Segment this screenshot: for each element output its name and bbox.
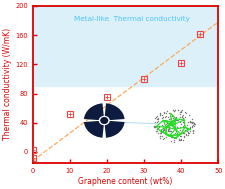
Wedge shape — [83, 103, 103, 120]
Bar — [33, 6, 217, 86]
Y-axis label: Thermal conductivity (W/mK): Thermal conductivity (W/mK) — [3, 28, 12, 140]
Text: Metal-like  Thermal conductivity: Metal-like Thermal conductivity — [73, 16, 189, 22]
X-axis label: Graphene content (wt%): Graphene content (wt%) — [78, 177, 172, 186]
Circle shape — [101, 118, 107, 123]
Wedge shape — [104, 121, 124, 138]
Wedge shape — [83, 121, 103, 138]
Wedge shape — [104, 103, 124, 120]
